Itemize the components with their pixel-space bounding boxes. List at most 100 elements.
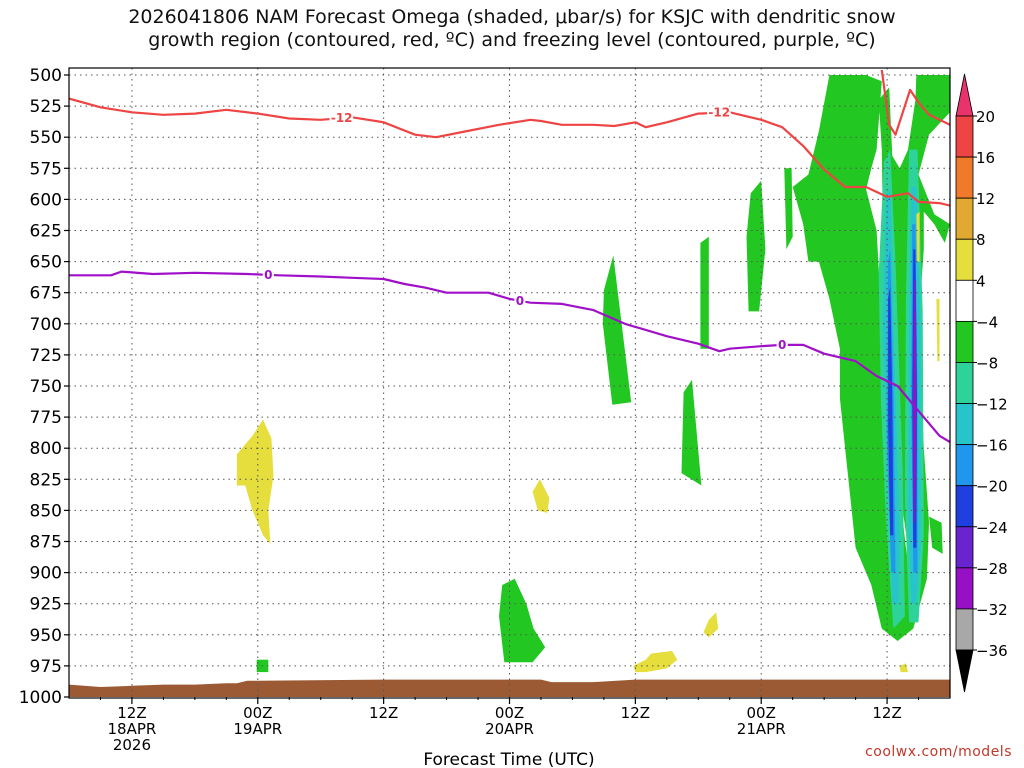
y-tick-label: 525 <box>30 97 62 117</box>
colorbar-tick-label: −20 <box>976 478 1008 496</box>
x-tick-label: 21APR <box>737 720 786 738</box>
omega-region-4 <box>746 180 766 312</box>
contour-line-0 <box>69 97 950 207</box>
omega-region-7 <box>681 379 702 486</box>
x-tick-label: 18APR <box>108 720 157 738</box>
y-tick-label: 700 <box>30 315 62 335</box>
omega-region-25 <box>916 211 920 262</box>
omega-region-0 <box>792 75 914 641</box>
omega-region-19 <box>913 311 916 498</box>
chart-title-line-1: 2026041806 NAM Forecast Omega (shaded, μ… <box>128 6 896 28</box>
contour-label: 0 <box>778 338 786 352</box>
colorbar-swatch <box>955 156 974 199</box>
colorbar-tick-label: −28 <box>976 560 1008 578</box>
y-tick-label: 575 <box>30 159 62 179</box>
omega-region-8 <box>499 578 546 663</box>
y-tick-label: 875 <box>30 533 62 553</box>
omega-region-22 <box>633 651 678 673</box>
x-tick-label: 12Z <box>621 704 650 722</box>
omega-shaded-regions <box>236 75 950 673</box>
x-tick-label: 00Z <box>243 704 272 722</box>
omega-region-2 <box>929 516 943 554</box>
x-tick-label: 20APR <box>485 720 534 738</box>
contour-label: -12 <box>708 106 730 120</box>
colorbar-swatch <box>955 238 974 281</box>
colorbar-swatch <box>955 526 974 569</box>
contour-labels: -12 -12 0 0 0 <box>262 104 788 354</box>
omega-region-3 <box>784 168 793 250</box>
colorbar-bottom-arrow <box>955 649 974 693</box>
contour-label: 0 <box>516 294 524 308</box>
x-tick-label: 12Z <box>369 704 398 722</box>
y-tick-label: 925 <box>30 595 62 615</box>
colorbar-swatch <box>955 320 974 363</box>
y-tick-label: 675 <box>30 284 62 304</box>
contour-line-1 <box>880 69 950 136</box>
colorbar-tick-label: −16 <box>976 437 1008 455</box>
y-tick-label: 1000 <box>19 688 62 708</box>
colorbar-swatch <box>955 362 974 404</box>
y-tick-label: 625 <box>30 222 62 242</box>
colorbar-swatch <box>955 567 974 610</box>
y-tick-label: 800 <box>30 439 62 459</box>
colorbar: 20 16 12 8 4 −4 −8 −12 −16 −20 −24 −28 −32 −36 <box>955 73 1008 693</box>
y-tick-label: 850 <box>30 501 62 521</box>
x-axis-label: Forecast Time (UTC) <box>423 750 594 768</box>
omega-region-21 <box>532 479 550 513</box>
colorbar-tick-label: −24 <box>976 519 1008 537</box>
colorbar-tick-label: 4 <box>976 272 986 290</box>
omega-region-26 <box>936 298 940 362</box>
terrain <box>69 679 950 697</box>
y-tick-label: 775 <box>30 408 62 428</box>
colorbar-swatch <box>955 403 974 446</box>
colorbar-tick-label: −8 <box>976 354 998 372</box>
colorbar-swatch <box>955 608 974 651</box>
colorbar-swatch <box>955 197 974 240</box>
omega-region-6 <box>602 255 632 405</box>
x-tick-label: 00Z <box>747 704 776 722</box>
x-tick-label: 00Z <box>495 704 524 722</box>
colorbar-swatch <box>955 444 974 487</box>
y-tick-label: 650 <box>30 253 62 273</box>
contour-label: 0 <box>264 268 272 282</box>
colorbar-tick-label: −36 <box>976 642 1008 660</box>
chart-title: 2026041806 NAM Forecast Omega (shaded, μ… <box>0 6 1024 52</box>
contours <box>69 69 950 443</box>
omega-region-16 <box>888 286 894 536</box>
colorbar-tick-label: 16 <box>976 149 995 167</box>
omega-region-23 <box>703 612 719 638</box>
terrain-fill <box>69 679 950 697</box>
colorbar-swatch <box>955 485 974 528</box>
x-tick-label: 2026 <box>113 736 151 754</box>
x-tick-label: 12Z <box>117 704 146 722</box>
colorbar-tick-label: −32 <box>976 601 1008 619</box>
colorbar-tick-label: −4 <box>976 313 998 331</box>
y-tick-label: 600 <box>30 190 62 210</box>
y-tick-label: 500 <box>30 66 62 86</box>
chart-title-line-2: growth region (contoured, red, ºC) and f… <box>148 29 876 51</box>
colorbar-top-arrow <box>955 73 974 117</box>
colorbar-tick-label: 8 <box>976 231 986 249</box>
colorbar-tick-label: 20 <box>976 108 995 126</box>
colorbar-swatch <box>955 115 974 158</box>
contour-label: -12 <box>331 111 353 125</box>
y-tick-label: 825 <box>30 470 62 490</box>
omega-region-5 <box>700 236 709 349</box>
y-axis: 500 525 550 575 600 625 650 675 700 725 750 775 800 8… <box>19 66 69 708</box>
contour-line-2 <box>69 270 950 443</box>
grid <box>69 68 950 697</box>
x-tick-label: 12Z <box>872 704 901 722</box>
y-tick-label: 550 <box>30 128 62 148</box>
y-tick-label: 900 <box>30 564 62 584</box>
x-tick-label: 19APR <box>233 720 282 738</box>
colorbar-tick-label: −12 <box>976 396 1008 414</box>
y-tick-label: 725 <box>30 346 62 366</box>
colorbar-tick-label: 12 <box>976 190 995 208</box>
omega-region-20 <box>236 419 274 544</box>
credit-text: coolwx.com/models <box>865 744 1012 760</box>
colorbar-swatch <box>955 279 974 322</box>
y-tick-label: 950 <box>30 626 62 646</box>
y-tick-label: 975 <box>30 657 62 677</box>
